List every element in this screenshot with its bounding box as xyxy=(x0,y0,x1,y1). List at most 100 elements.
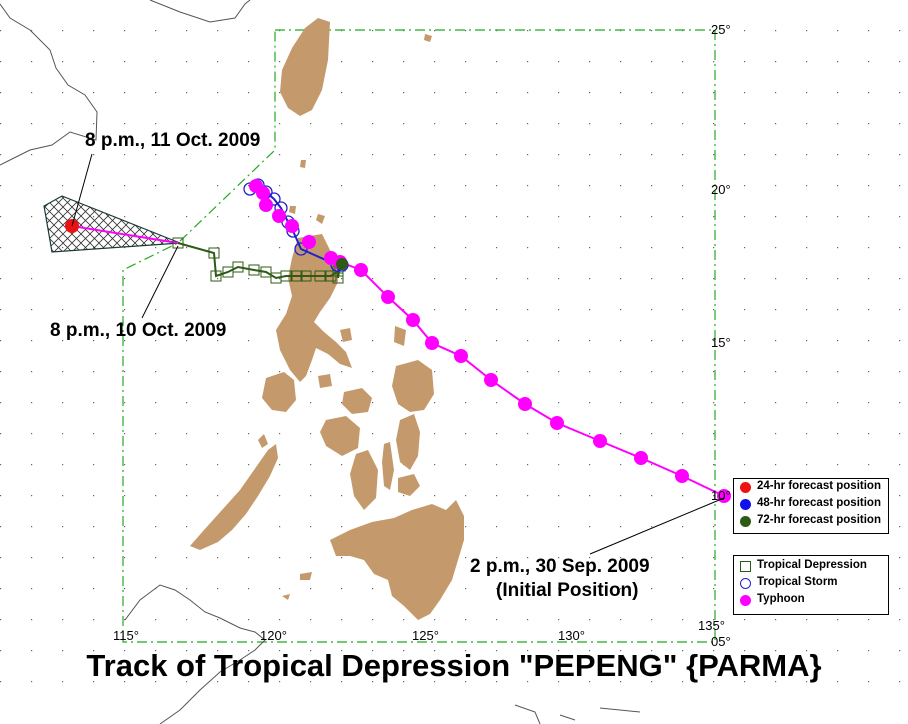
grid-dot xyxy=(620,154,622,156)
grid-dot xyxy=(496,433,498,435)
typhoon-marker xyxy=(302,235,316,249)
grid-dot xyxy=(806,340,808,342)
grid-dot xyxy=(0,30,2,32)
grid-dot xyxy=(62,588,64,590)
grid-dot xyxy=(248,526,250,528)
cebu-island xyxy=(382,442,394,490)
grid-dot xyxy=(682,495,684,497)
grid-dot xyxy=(713,30,715,32)
grid-dot xyxy=(465,247,467,249)
grid-dot xyxy=(899,247,901,249)
grid-dot xyxy=(31,433,33,435)
grid-dot xyxy=(217,371,219,373)
grid-dot xyxy=(620,526,622,528)
grid-dot xyxy=(713,154,715,156)
blue-dot-icon xyxy=(740,499,751,510)
grid-dot xyxy=(434,92,436,94)
grid-dot xyxy=(310,588,312,590)
grid-dot xyxy=(248,340,250,342)
grid-dot xyxy=(93,464,95,466)
grid-dot xyxy=(0,557,2,559)
grid-dot xyxy=(868,247,870,249)
grid-dot xyxy=(155,61,157,63)
grid-dot xyxy=(434,681,436,683)
grid-dot xyxy=(837,61,839,63)
grid-dot xyxy=(899,30,901,32)
grid-dot xyxy=(744,371,746,373)
grid-dot xyxy=(558,123,560,125)
grid-dot xyxy=(93,495,95,497)
grid-dot xyxy=(62,464,64,466)
grid-dot xyxy=(248,61,250,63)
grid-dot xyxy=(279,154,281,156)
grid-dot xyxy=(589,464,591,466)
grid-dot xyxy=(713,464,715,466)
grid-dot xyxy=(31,681,33,683)
grid-dot xyxy=(372,216,374,218)
grid-dot xyxy=(403,92,405,94)
grid-dot xyxy=(62,185,64,187)
grid-dot xyxy=(186,61,188,63)
grid-dot xyxy=(620,340,622,342)
grid-dot xyxy=(279,247,281,249)
grid-dot xyxy=(496,340,498,342)
grid-dot xyxy=(0,278,2,280)
grid-dot xyxy=(620,557,622,559)
grid-dot xyxy=(124,464,126,466)
grid-dot xyxy=(403,650,405,652)
forecast-end-label: 8 p.m., 11 Oct. 2009 xyxy=(85,130,261,151)
grid-dot xyxy=(62,402,64,404)
legend-row-72hr: 72-hr forecast position xyxy=(734,513,888,530)
typhoon-marker xyxy=(354,263,368,277)
grid-dot xyxy=(775,123,777,125)
grid-dot xyxy=(434,619,436,621)
typhoon-marker xyxy=(675,469,689,483)
grid-dot xyxy=(434,30,436,32)
grid-dot xyxy=(31,588,33,590)
grid-dot xyxy=(744,402,746,404)
grid-dot xyxy=(806,247,808,249)
grid-dot xyxy=(434,216,436,218)
grid-dot xyxy=(620,588,622,590)
typhoon-marker xyxy=(454,349,468,363)
grid-dot xyxy=(31,309,33,311)
filled-dot-icon xyxy=(740,595,751,606)
grid-dot xyxy=(806,433,808,435)
grid-dot xyxy=(558,216,560,218)
grid-dot xyxy=(651,650,653,652)
grid-dot xyxy=(217,495,219,497)
grid-dot xyxy=(620,123,622,125)
grid-dot xyxy=(93,92,95,94)
grid-dot xyxy=(682,185,684,187)
grid-dot xyxy=(899,588,901,590)
legend-row-48hr: 48-hr forecast position xyxy=(734,496,888,513)
grid-dot xyxy=(589,371,591,373)
grid-dot xyxy=(682,92,684,94)
grid-dot xyxy=(496,185,498,187)
grid-dot xyxy=(434,154,436,156)
grid-dot xyxy=(0,123,2,125)
track-markers xyxy=(65,178,731,503)
grid-dot xyxy=(248,185,250,187)
legend-label-24hr: 24-hr forecast position xyxy=(757,480,881,492)
grid-dot xyxy=(31,247,33,249)
grid-dot xyxy=(527,123,529,125)
legend-label-depression: Tropical Depression xyxy=(757,559,867,571)
grid-dot xyxy=(744,30,746,32)
grid-dot xyxy=(527,340,529,342)
grid-dot xyxy=(682,526,684,528)
typhoon-marker xyxy=(272,209,286,223)
grid-dot xyxy=(124,681,126,683)
panay-island xyxy=(320,416,360,456)
grid-dot xyxy=(682,371,684,373)
grid-dot xyxy=(651,588,653,590)
grid-dot xyxy=(341,61,343,63)
grid-dot xyxy=(651,92,653,94)
grid-dot xyxy=(682,216,684,218)
typhoon-marker xyxy=(406,313,420,327)
grid-dot xyxy=(868,278,870,280)
grid-dot xyxy=(558,526,560,528)
grid-dot xyxy=(403,216,405,218)
grid-dot xyxy=(558,278,560,280)
grid-dot xyxy=(806,30,808,32)
